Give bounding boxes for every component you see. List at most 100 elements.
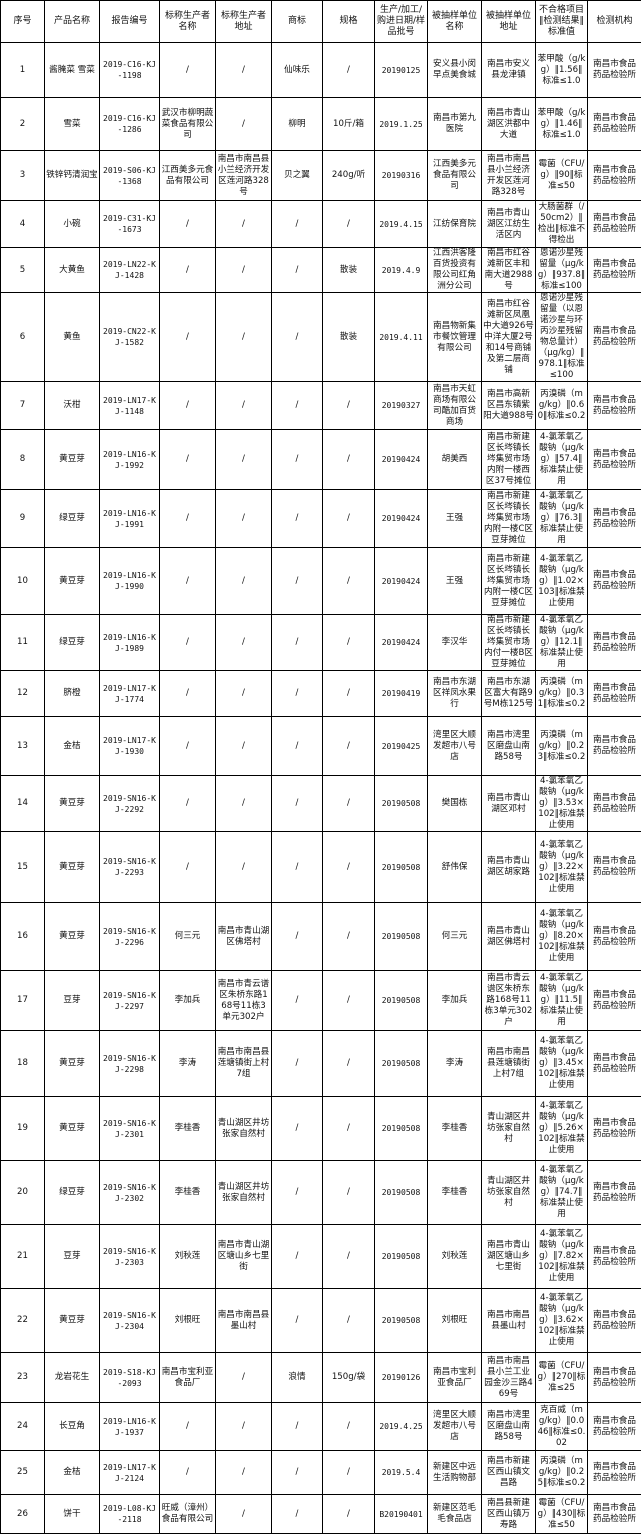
cell-failed-item: 4-氯苯氧乙酸钠（μg/kg）‖11.5‖标准禁止使用 [536,971,588,1031]
cell-testing-agency: 南昌市食品药品检验所 [588,293,641,382]
cell-seq: 16 [1,903,45,971]
cell-report-number: 2019-LN16-KJ-1991 [100,490,160,548]
cell-product-name: 雪菜 [45,98,100,151]
cell-sampled-unit-address: 南昌市青山湖区佛塔村 [482,903,536,971]
cell-product-name: 黄豆芽 [45,1097,100,1161]
cell-testing-agency: 南昌市食品药品检验所 [588,1403,641,1451]
cell-sampled-unit-address: 南昌市南昌县莲塘镇街上村7组 [482,1031,536,1097]
cell-sampled-unit-address: 南昌市新建区西山镇文昌路 [482,1451,536,1495]
cell-producer-address: / [216,43,272,98]
cell-sampled-unit-name: 李涛 [428,1031,482,1097]
cell-seq: 3 [1,151,45,201]
cell-product-name: 绿豆芽 [45,1161,100,1225]
cell-sampled-unit-name: 江西洪客隆百货投资有限公司红角洲分公司 [428,248,482,293]
cell-sampled-unit-name: 刘秋莲 [428,1225,482,1289]
cell-spec: / [323,1031,375,1097]
cell-failed-item: 4-氯苯氧乙酸钠（μg/kg）‖8.20×102‖标准禁止使用 [536,903,588,971]
cell-trademark: / [272,971,323,1031]
cell-testing-agency: 南昌市食品药品检验所 [588,151,641,201]
cell-failed-item: 丙溴磷（mg/kg）‖0.25‖标准≤0.2 [536,1451,588,1495]
cell-production-date: 20190327 [375,382,428,430]
cell-sampled-unit-name: 江西美多元食品有限公司 [428,151,482,201]
cell-production-date: 20190316 [375,151,428,201]
cell-testing-agency: 南昌市食品药品检验所 [588,1353,641,1403]
cell-producer-address: / [216,717,272,776]
cell-sampled-unit-name: 南昌市东湖区祥凤水果行 [428,671,482,717]
cell-failed-item: 苯甲酸（g/kg）‖1.56‖标准≤1.0 [536,43,588,98]
cell-report-number: 2019-LN16-KJ-1990 [100,548,160,615]
cell-failed-item: 4-氯苯氧乙酸钠（μg/kg）‖76.3‖标准禁止使用 [536,490,588,548]
cell-seq: 22 [1,1289,45,1353]
cell-spec: / [323,671,375,717]
cell-trademark: / [272,1161,323,1225]
header-failed-item: 不合格项目‖检测结果‖标准值 [536,1,588,43]
cell-producer-address: / [216,1495,272,1534]
cell-failed-item: 4-氯苯氧乙酸钠（μg/kg）‖74.7‖标准禁止使用 [536,1161,588,1225]
cell-sampled-unit-name: 新建区中远生活购物部 [428,1451,482,1495]
cell-product-name: 黄豆芽 [45,548,100,615]
header-trademark: 商标 [272,1,323,43]
cell-product-name: 黄豆芽 [45,430,100,490]
cell-failed-item: 苯甲酸（g/kg）‖1.46‖标准≤1.0 [536,98,588,151]
cell-sampled-unit-address: 南昌市高新区昌东镇紫阳大道988号 [482,382,536,430]
cell-producer-name: 南昌市宝利亚食品厂 [160,1353,216,1403]
cell-production-date: 2019.4.15 [375,201,428,248]
cell-spec: / [323,1225,375,1289]
cell-trademark: / [272,490,323,548]
cell-testing-agency: 南昌市食品药品检验所 [588,382,641,430]
cell-product-name: 长豆角 [45,1403,100,1451]
cell-trademark: / [272,832,323,903]
cell-failed-item: 克百威（mg/kg）‖0.046‖标准≤0.02 [536,1403,588,1451]
cell-production-date: 20190508 [375,832,428,903]
cell-seq: 9 [1,490,45,548]
cell-trademark: / [272,430,323,490]
cell-producer-address: / [216,293,272,382]
cell-failed-item: 恩诺沙星残留量（以恩诺沙星与环丙沙星残留物总量计）（μg/kg）‖978.1‖标… [536,293,588,382]
cell-sampled-unit-address: 南昌市青云谱区朱桥东路168号11栋3单元302户 [482,971,536,1031]
cell-producer-address: / [216,671,272,717]
cell-failed-item: 4-氯苯氧乙酸钠（μg/kg）‖12.1‖标准禁止使用 [536,615,588,671]
cell-report-number: 2019-S06-KJ-1368 [100,151,160,201]
cell-producer-name: 旺威（漳州）食品有限公司 [160,1495,216,1534]
cell-trademark: / [272,1403,323,1451]
cell-product-name: 酱腌菜 雪菜 [45,43,100,98]
cell-spec: / [323,971,375,1031]
cell-producer-name: 武汉市柳明蔬菜食品有限公司 [160,98,216,151]
cell-sampled-unit-name: 何三元 [428,903,482,971]
cell-report-number: 2019-SN16-KJ-2303 [100,1225,160,1289]
header-spec: 规格 [323,1,375,43]
cell-producer-name: / [160,248,216,293]
cell-sampled-unit-address: 南昌市湾里区磨盘山南路58号 [482,717,536,776]
cell-spec: / [323,1451,375,1495]
cell-trademark: 仙味乐 [272,43,323,98]
cell-sampled-unit-address: 南昌市新建区长埁镇长埁集贸市场内付一楼B区豆芽摊位 [482,615,536,671]
cell-sampled-unit-address: 南昌县新建区西山镇万寿路 [482,1495,536,1534]
cell-production-date: 2019.4.11 [375,293,428,382]
cell-producer-name: / [160,832,216,903]
cell-producer-address: 南昌市南昌县莲塘镇街上村7组 [216,1031,272,1097]
cell-sampled-unit-address: 南昌市红谷滩新区丰和南大道2988号 [482,248,536,293]
cell-sampled-unit-address: 南昌市湾里区磨盘山南路58号 [482,1403,536,1451]
cell-testing-agency: 南昌市食品药品检验所 [588,1289,641,1353]
cell-trademark: / [272,1495,323,1534]
header-testing-agency: 检测机构 [588,1,641,43]
header-sampled-unit-name: 被抽样单位名称 [428,1,482,43]
cell-sampled-unit-name: 南昌物新集市餐饮管理有限公司 [428,293,482,382]
cell-product-name: 黄豆芽 [45,903,100,971]
cell-producer-address: 青山湖区井坊张家自然村 [216,1161,272,1225]
cell-producer-name: 江西美多元食品有限公司 [160,151,216,201]
cell-failed-item: 恩诺沙星残留量（μg/kg）‖937.8‖标准≤100 [536,248,588,293]
cell-sampled-unit-address: 青山湖区井坊张家自然村 [482,1097,536,1161]
cell-report-number: 2019-C16-KJ-1198 [100,43,160,98]
cell-sampled-unit-name: 湾里区大顺发超市八号店 [428,717,482,776]
cell-product-name: 饼干 [45,1495,100,1534]
cell-product-name: 黄豆芽 [45,1289,100,1353]
cell-failed-item: 霉菌（CFU/g）‖90‖标准≤50 [536,151,588,201]
cell-sampled-unit-address: 南昌市新建区长埁镇长埁集贸市场内附一楼C区豆芽摊位 [482,548,536,615]
cell-failed-item: 4-氯苯氧乙酸钠（μg/kg）‖7.82×102‖标准禁止使用 [536,1225,588,1289]
